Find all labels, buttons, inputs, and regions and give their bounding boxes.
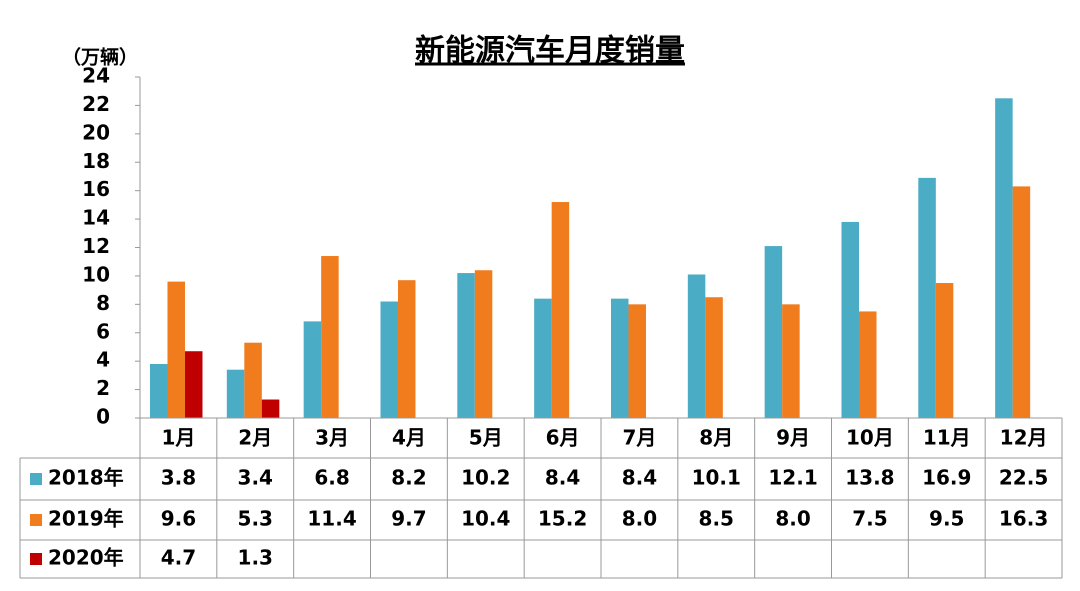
bar (534, 298, 552, 418)
x-tick-label: 4月 (392, 426, 426, 450)
x-tick-label: 9月 (776, 426, 810, 450)
x-tick-label: 5月 (469, 426, 503, 450)
x-tick-label: 1月 (161, 426, 195, 450)
x-tick-label: 3月 (315, 426, 349, 450)
table-cell: 8.5 (699, 507, 734, 531)
table-cell: 10.4 (461, 507, 510, 531)
bar (261, 399, 280, 418)
table-cell: 3.8 (161, 466, 196, 490)
table-cell: 16.9 (922, 466, 971, 490)
table-cell: 8.2 (391, 466, 426, 490)
bar (397, 280, 416, 418)
bar (687, 274, 706, 418)
bar (321, 256, 339, 418)
y-tick-label: 18 (82, 149, 110, 173)
legend-swatch (30, 553, 42, 565)
legend-swatch (30, 473, 42, 485)
table-cell: 4.7 (161, 546, 196, 570)
bar (303, 321, 322, 418)
legend-swatch (30, 514, 42, 526)
bar (628, 304, 646, 418)
y-axis-label: （万辆） (62, 46, 138, 69)
table-cell: 9.6 (161, 507, 196, 531)
bar (184, 351, 203, 418)
table-cell: 1.3 (238, 546, 273, 570)
bar (764, 246, 783, 418)
bar (149, 364, 168, 418)
y-tick-label: 4 (96, 348, 110, 372)
x-tick-label: 7月 (622, 426, 656, 450)
bar (380, 301, 398, 418)
bar (918, 177, 936, 418)
table-cell: 6.8 (314, 466, 349, 490)
table-cell: 13.8 (845, 466, 894, 490)
bar (610, 298, 629, 418)
y-tick-label: 2 (96, 376, 110, 400)
bar (551, 202, 570, 418)
legend-label: 2020年 (48, 546, 124, 570)
x-tick-label: 8月 (699, 426, 733, 450)
bar (244, 342, 262, 418)
legend-label: 2019年 (48, 507, 124, 531)
bar (841, 221, 859, 418)
bar (474, 270, 493, 418)
table-cell: 12.1 (768, 466, 817, 490)
table-cell: 11.4 (307, 507, 356, 531)
y-tick-label: 12 (82, 234, 110, 258)
y-tick-label: 8 (96, 291, 110, 315)
y-tick-label: 22 (82, 92, 110, 116)
table-cell: 8.0 (622, 507, 657, 531)
y-tick-label: 20 (82, 120, 110, 144)
table-cell: 10.2 (461, 466, 510, 490)
table-cell: 3.4 (238, 466, 273, 490)
bar (1012, 186, 1031, 418)
table-cell: 16.3 (999, 507, 1048, 531)
table-cell: 10.1 (692, 466, 741, 490)
bar (705, 297, 723, 418)
x-tick-label: 12月 (1000, 426, 1048, 450)
table-cell: 8.4 (622, 466, 657, 490)
table-cell: 8.4 (545, 466, 580, 490)
y-tick-label: 6 (96, 319, 110, 343)
y-tick-label: 16 (82, 177, 110, 201)
bar (457, 273, 475, 418)
y-tick-label: 10 (82, 262, 110, 286)
legend-label: 2018年 (48, 466, 124, 490)
bar (226, 369, 245, 418)
x-tick-label: 11月 (923, 426, 971, 450)
bar (782, 304, 800, 418)
table-cell: 22.5 (999, 466, 1048, 490)
table-cell: 8.0 (775, 507, 810, 531)
bar (858, 311, 877, 418)
y-tick-label: 24 (82, 64, 110, 88)
table-cell: 7.5 (852, 507, 887, 531)
x-tick-label: 6月 (546, 426, 580, 450)
bar (935, 283, 954, 418)
bar (167, 281, 185, 418)
bar (995, 98, 1013, 418)
table-cell: 9.7 (391, 507, 426, 531)
y-tick-label: 14 (82, 206, 110, 230)
x-tick-label: 10月 (846, 426, 894, 450)
table-cell: 9.5 (929, 507, 964, 531)
table-cell: 5.3 (238, 507, 273, 531)
x-tick-label: 2月 (238, 426, 272, 450)
y-tick-label: 0 (96, 405, 110, 429)
chart-title: 新能源汽车月度销量 (415, 34, 685, 69)
table-cell: 15.2 (538, 507, 587, 531)
